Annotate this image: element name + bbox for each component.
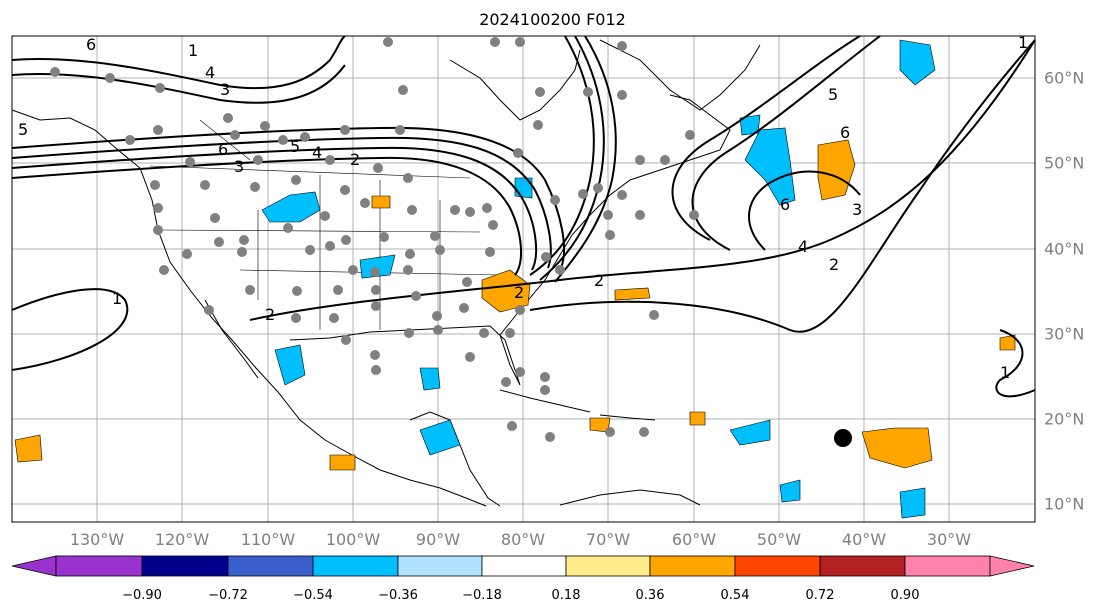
contour-label: 6 [218, 140, 228, 159]
shade-orange [371, 195, 391, 209]
colorbar-tick: −0.72 [208, 588, 248, 603]
map-title: 2024100200 F012 [479, 10, 626, 29]
lon-label: 40°W [841, 530, 887, 549]
colorbar-tick: −0.54 [293, 588, 333, 603]
contour-label: 3 [852, 200, 862, 219]
colorbar-tick: −0.18 [462, 588, 502, 603]
shade-orange [329, 454, 356, 471]
contour-label: 1 [1018, 33, 1028, 52]
contour-label: 6 [780, 195, 790, 214]
shade-orange [614, 287, 651, 301]
contour-label: 1 [1000, 363, 1010, 382]
shade-orange [817, 139, 856, 201]
lon-label: 110°W [240, 530, 296, 549]
coastlines [11, 39, 761, 507]
shade-orange [999, 334, 1016, 351]
lon-label: 60°W [671, 530, 717, 549]
grid-lines [12, 36, 1035, 522]
storm-marker [834, 429, 852, 447]
contour-label: 2 [265, 305, 275, 324]
shade-blue [899, 39, 936, 86]
shade-orange [861, 427, 933, 469]
contour-label: 4 [205, 63, 215, 82]
colorbar-bin [649, 555, 736, 577]
contour-label: 4 [798, 237, 808, 256]
shade-orange [689, 411, 706, 426]
shade-blue [739, 114, 761, 136]
lat-label: 60°N [1044, 68, 1085, 88]
contour-label: 1 [112, 289, 122, 308]
lon-label: 50°W [756, 530, 802, 549]
shaded-regions [14, 39, 1016, 519]
lat-label: 20°N [1044, 409, 1085, 429]
lon-label: 130°W [69, 530, 125, 549]
shade-blue [729, 419, 771, 446]
contour-label: 2 [829, 255, 839, 274]
lon-label: 100°W [325, 530, 381, 549]
colorbar-bin [227, 555, 314, 577]
map-frame [11, 35, 1036, 523]
colorbar-tick: 0.72 [805, 588, 835, 603]
lat-label: 40°N [1044, 239, 1085, 259]
shade-blue [274, 344, 306, 386]
colorbar-tick: −0.90 [122, 588, 162, 603]
contour-label: 3 [234, 157, 244, 176]
colorbar [11, 555, 1035, 577]
shade-blue [899, 487, 926, 519]
colorbar-bin [141, 555, 229, 577]
shade-blue [359, 254, 396, 279]
colorbar-bin [734, 555, 821, 577]
shade-blue [419, 367, 441, 391]
colorbar-tick: −0.36 [378, 588, 418, 603]
colorbar-tick: 0.90 [890, 588, 920, 603]
lat-label: 30°N [1044, 324, 1085, 344]
contour-label: 5 [18, 120, 28, 139]
contour-label: 6 [840, 123, 850, 142]
lon-label: 80°W [500, 530, 546, 549]
colorbar-extend-high [989, 555, 1035, 577]
shade-orange [481, 269, 531, 313]
lat-label: 50°N [1044, 153, 1085, 173]
shade-blue [261, 191, 321, 223]
lon-label: 120°W [154, 530, 210, 549]
contour-label: 5 [290, 137, 300, 156]
colorbar-bin [312, 555, 399, 577]
contour-label: 4 [312, 143, 322, 162]
colorbar-bin [481, 555, 567, 577]
shade-blue [779, 479, 801, 503]
colorbar-tick: 0.36 [635, 588, 665, 603]
lon-label: 90°W [415, 530, 461, 549]
colorbar-bin [819, 555, 906, 577]
colorbar-bin [565, 555, 651, 577]
contour-label: 2 [594, 271, 604, 290]
lon-label: 70°W [585, 530, 631, 549]
contour-label: 3 [220, 80, 230, 99]
contour-label-group: 6 5 4 3 2 1 6 5 4 3 2 1 2 1 2 6 5 6 3 4 … [18, 33, 1028, 382]
contour-label: 5 [828, 85, 838, 104]
shade-blue [419, 419, 461, 456]
shade-blue [744, 127, 796, 206]
contour-label: 6 [86, 35, 96, 54]
colorbar-extend-low [11, 555, 57, 577]
colorbar-bin [55, 555, 143, 577]
shade-orange [14, 434, 43, 463]
contour-label: 2 [514, 283, 524, 302]
station-dots [50, 37, 699, 442]
colorbar-tick: 0.54 [720, 588, 750, 603]
colorbar-tick: 0.18 [551, 588, 581, 603]
contour-label: 1 [188, 41, 198, 60]
contour-label: 2 [350, 150, 360, 169]
colorbar-bin [904, 555, 991, 577]
lat-label: 10°N [1044, 494, 1085, 514]
lon-label: 30°W [926, 530, 972, 549]
contour-lines [11, 35, 1036, 398]
colorbar-bin [397, 555, 483, 577]
